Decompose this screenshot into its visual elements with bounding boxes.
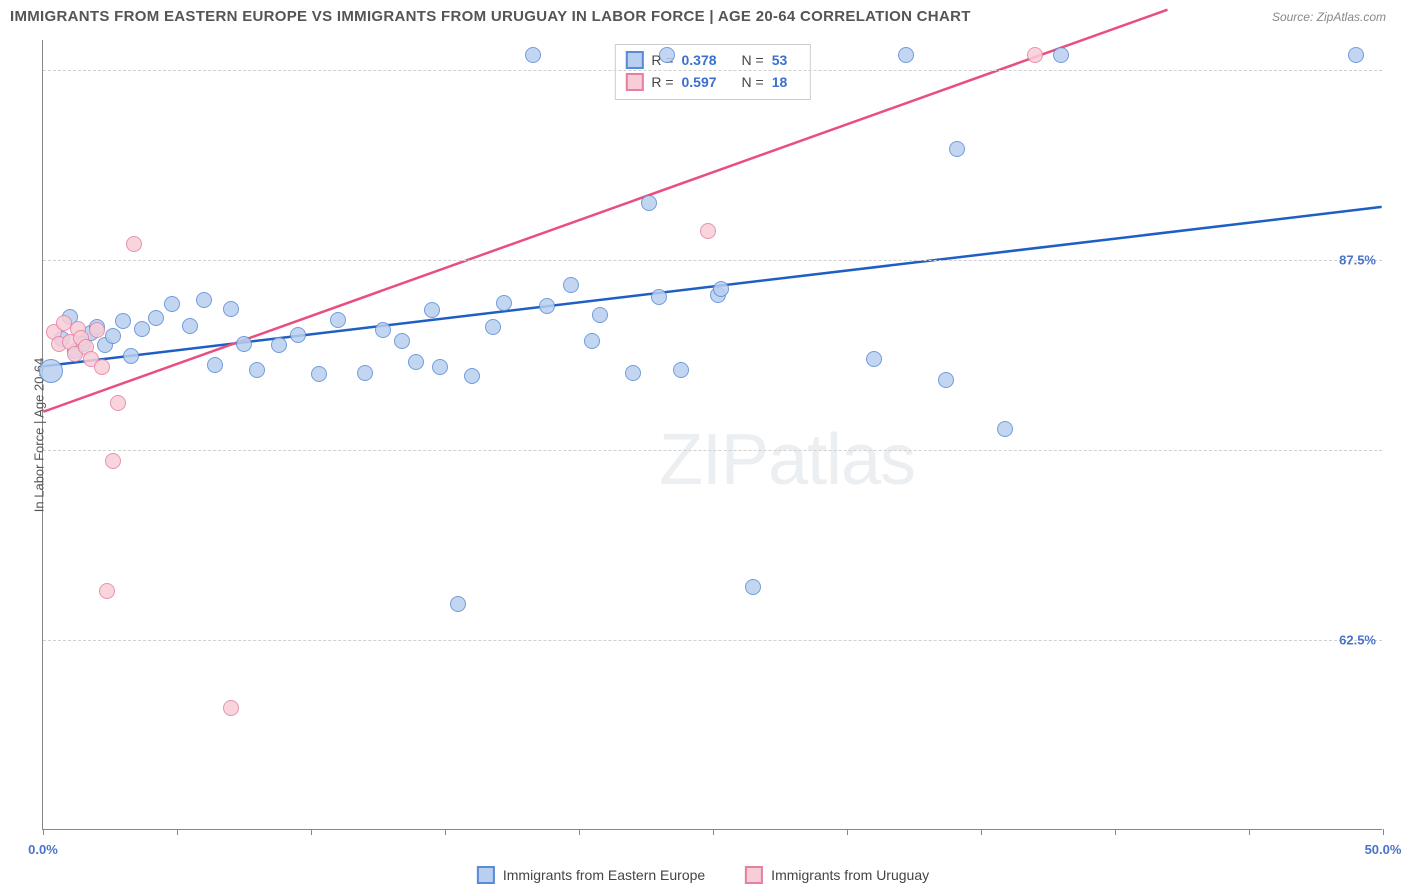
scatter-point [700, 223, 716, 239]
scatter-point [651, 289, 667, 305]
scatter-point [290, 327, 306, 343]
scatter-point [105, 453, 121, 469]
scatter-point [584, 333, 600, 349]
x-tick [981, 829, 982, 835]
x-tick [713, 829, 714, 835]
legend-swatch [625, 51, 643, 69]
legend-swatch [745, 866, 763, 884]
scatter-point [126, 236, 142, 252]
scatter-point [1027, 47, 1043, 63]
scatter-point [271, 337, 287, 353]
scatter-point [330, 312, 346, 328]
correlation-legend: R = 0.378 N = 53 R = 0.597 N = 18 [614, 44, 810, 100]
n-value: 18 [772, 74, 800, 90]
scatter-point [105, 328, 121, 344]
scatter-point [123, 348, 139, 364]
scatter-point [249, 362, 265, 378]
chart-title: IMMIGRANTS FROM EASTERN EUROPE VS IMMIGR… [10, 8, 971, 25]
series-legend: Immigrants from Eastern Europe Immigrant… [477, 866, 929, 884]
x-tick [847, 829, 848, 835]
x-tick [1249, 829, 1250, 835]
scatter-point [450, 596, 466, 612]
scatter-point [1348, 47, 1364, 63]
scatter-point [525, 47, 541, 63]
scatter-point [659, 47, 675, 63]
scatter-point [311, 366, 327, 382]
scatter-point [207, 357, 223, 373]
scatter-point [94, 359, 110, 375]
legend-swatch [625, 73, 643, 91]
x-tick [1115, 829, 1116, 835]
scatter-point [641, 195, 657, 211]
scatter-point [866, 351, 882, 367]
scatter-point [89, 322, 105, 338]
scatter-point [164, 296, 180, 312]
scatter-point [99, 583, 115, 599]
x-tick [1383, 829, 1384, 835]
watermark: ZIPatlas [659, 419, 915, 501]
r-label: R = [651, 74, 673, 90]
y-tick-label: 62.5% [1339, 633, 1376, 648]
x-tick [177, 829, 178, 835]
scatter-point [357, 365, 373, 381]
scatter-point [432, 359, 448, 375]
scatter-point [223, 301, 239, 317]
scatter-point [134, 321, 150, 337]
scatter-point [115, 313, 131, 329]
scatter-point [949, 141, 965, 157]
scatter-point [182, 318, 198, 334]
gridline [43, 260, 1382, 261]
n-label: N = [742, 74, 764, 90]
scatter-point [408, 354, 424, 370]
legend-row: R = 0.597 N = 18 [625, 71, 799, 93]
chart-plot-area: In Labor Force | Age 20-64 ZIPatlas R = … [42, 40, 1382, 830]
scatter-point [236, 336, 252, 352]
x-tick-label: 0.0% [28, 842, 58, 857]
legend-label: Immigrants from Eastern Europe [503, 867, 705, 883]
scatter-point [464, 368, 480, 384]
scatter-point [997, 421, 1013, 437]
scatter-point [938, 372, 954, 388]
legend-row: R = 0.378 N = 53 [625, 49, 799, 71]
legend-item: Immigrants from Eastern Europe [477, 866, 705, 884]
x-tick [43, 829, 44, 835]
legend-swatch [477, 866, 495, 884]
scatter-point [745, 579, 761, 595]
scatter-point [496, 295, 512, 311]
x-tick-label: 50.0% [1365, 842, 1402, 857]
scatter-point [39, 359, 63, 383]
scatter-point [394, 333, 410, 349]
n-value: 53 [772, 52, 800, 68]
legend-item: Immigrants from Uruguay [745, 866, 929, 884]
scatter-point [592, 307, 608, 323]
gridline [43, 70, 1382, 71]
x-tick [445, 829, 446, 835]
scatter-point [110, 395, 126, 411]
scatter-point [713, 281, 729, 297]
gridline [43, 640, 1382, 641]
scatter-point [196, 292, 212, 308]
scatter-point [539, 298, 555, 314]
x-tick [579, 829, 580, 835]
scatter-point [563, 277, 579, 293]
source-attribution: Source: ZipAtlas.com [1272, 10, 1386, 24]
scatter-point [223, 700, 239, 716]
r-value: 0.597 [682, 74, 734, 90]
scatter-point [898, 47, 914, 63]
scatter-point [673, 362, 689, 378]
scatter-point [485, 319, 501, 335]
x-tick [311, 829, 312, 835]
scatter-point [625, 365, 641, 381]
scatter-point [424, 302, 440, 318]
scatter-point [375, 322, 391, 338]
scatter-point [1053, 47, 1069, 63]
gridline [43, 450, 1382, 451]
r-value: 0.378 [682, 52, 734, 68]
y-tick-label: 87.5% [1339, 253, 1376, 268]
n-label: N = [742, 52, 764, 68]
legend-label: Immigrants from Uruguay [771, 867, 929, 883]
scatter-point [148, 310, 164, 326]
